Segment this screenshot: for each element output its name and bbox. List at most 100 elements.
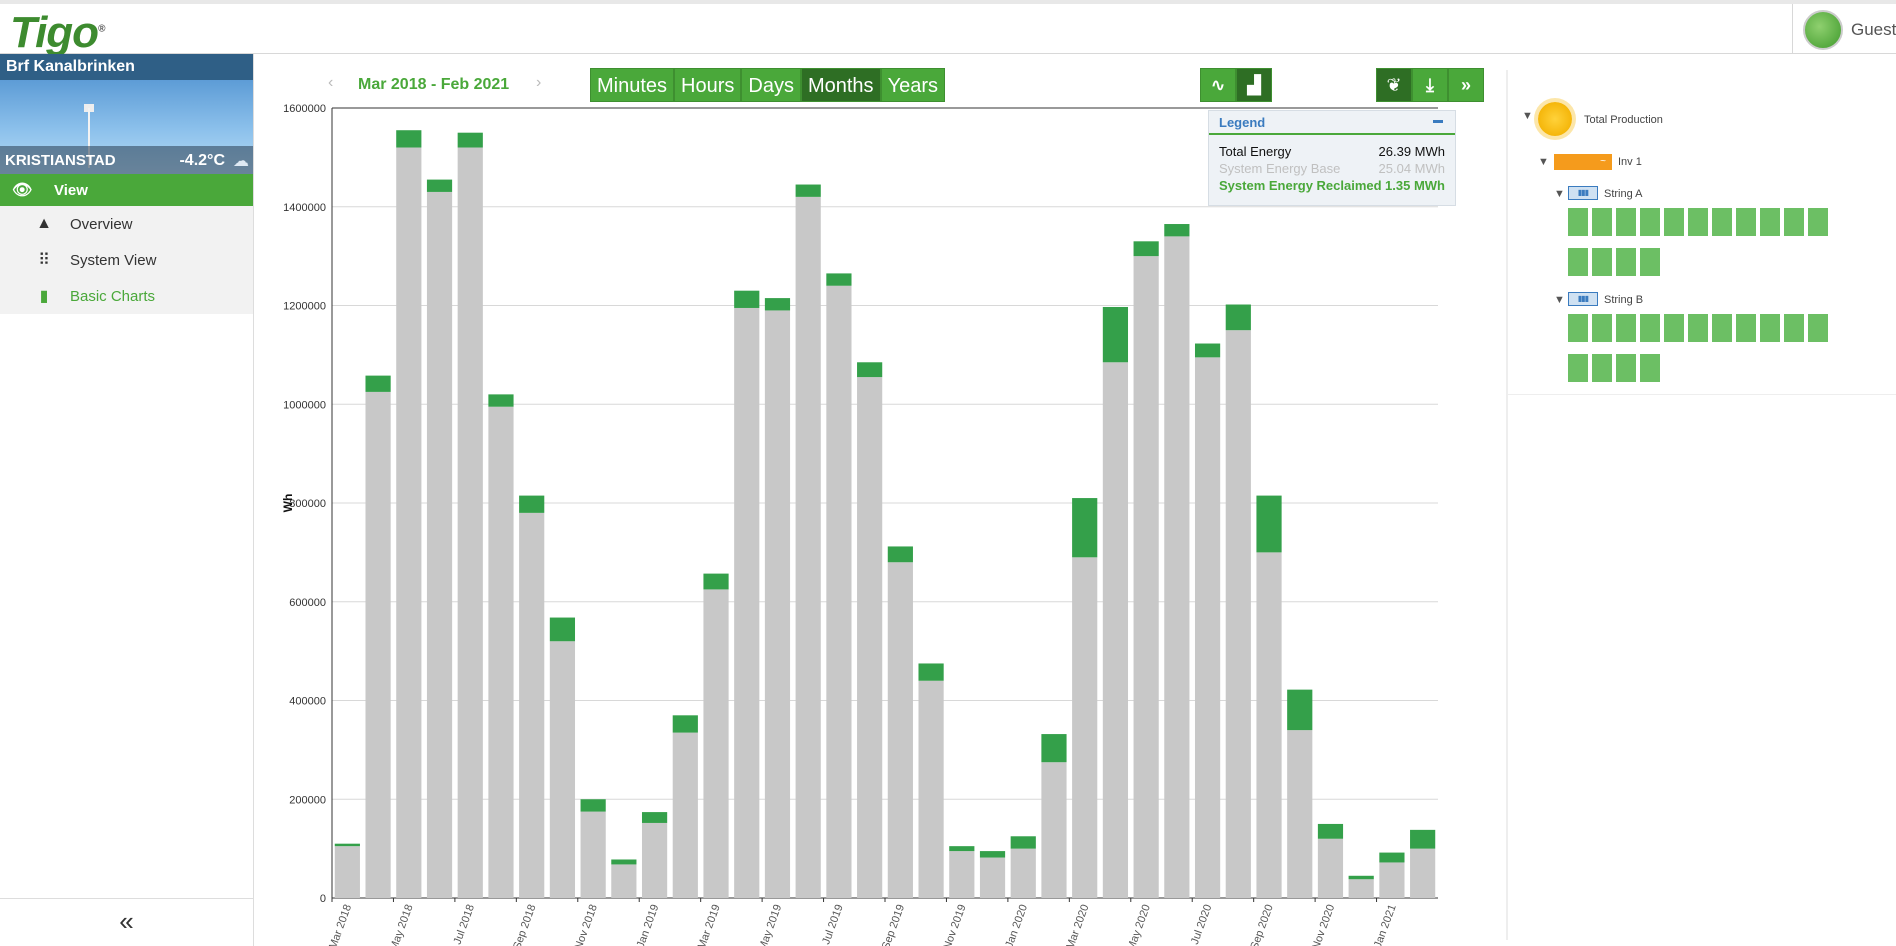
module-tile[interactable] [1616, 314, 1636, 342]
expand-triangle-icon[interactable]: ▼ [1522, 110, 1533, 122]
legend-row-base[interactable]: System Energy Base 25.04 MWh [1209, 160, 1455, 177]
module-tile[interactable] [1736, 314, 1756, 342]
module-tile[interactable] [1664, 208, 1684, 236]
bar-base [1379, 862, 1405, 898]
legend-row-reclaimed[interactable]: System Energy Reclaimed 1.35 MWh [1209, 177, 1455, 194]
module-tile[interactable] [1592, 314, 1612, 342]
next-period-icon[interactable]: › [536, 74, 542, 91]
bar-reclaimed [703, 573, 729, 590]
module-tile[interactable] [1664, 314, 1684, 342]
module-tile[interactable] [1616, 248, 1636, 276]
expand-triangle-icon[interactable]: ▼ [1554, 188, 1565, 200]
sidebar-item-overview[interactable]: ▲ Overview [0, 206, 253, 242]
x-tick-label: Jan 2021 [1372, 903, 1399, 946]
bar-reclaimed [365, 375, 391, 392]
bar-base [1317, 838, 1344, 898]
expand-triangle-icon[interactable]: ▼ [1538, 156, 1549, 168]
tab-minutes[interactable]: Minutes [590, 68, 675, 102]
double-chevron-right-icon: » [1460, 75, 1471, 95]
module-tile[interactable] [1640, 314, 1660, 342]
bar-reclaimed [641, 812, 668, 823]
bar-reclaimed [857, 362, 883, 378]
collapse-sidebar-button[interactable]: « [0, 898, 253, 946]
top-bar: Tigo® Guest [0, 0, 1896, 57]
line-chart-button[interactable]: ∿ [1200, 68, 1236, 102]
legend-label: Total Energy [1219, 144, 1292, 159]
module-tile[interactable] [1760, 208, 1780, 236]
module-tile[interactable] [1640, 208, 1660, 236]
module-tile[interactable] [1688, 314, 1708, 342]
bar-chart-button[interactable]: ▟ [1236, 68, 1272, 102]
bar-reclaimed [611, 859, 637, 865]
tab-years[interactable]: Years [880, 68, 945, 102]
x-tick-label: May 2020 [1125, 903, 1153, 946]
bar-reclaimed [1010, 836, 1036, 849]
module-tile[interactable] [1760, 314, 1780, 342]
download-button[interactable]: ⤓ [1412, 68, 1448, 102]
module-tile[interactable] [1568, 248, 1588, 276]
bar-reclaimed [1133, 241, 1159, 257]
bar-base [426, 191, 453, 898]
legend-row-total[interactable]: Total Energy 26.39 MWh [1209, 143, 1455, 160]
bar-reclaimed [887, 546, 913, 563]
x-tick-label: Jul 2020 [1189, 903, 1215, 946]
module-tile[interactable] [1640, 354, 1660, 382]
bar-base [1010, 848, 1036, 898]
tab-days[interactable]: Days [741, 68, 801, 102]
expand-button[interactable]: » [1448, 68, 1484, 102]
bar-base [1287, 730, 1313, 898]
x-tick-label: May 2019 [756, 903, 784, 946]
legend-box: Legend Total Energy 26.39 MWh System Ene… [1208, 110, 1456, 206]
bar-base [1225, 330, 1251, 898]
string-b-label[interactable]: String B [1604, 294, 1644, 306]
bar-base [826, 285, 852, 898]
x-tick-label: Mar 2019 [696, 903, 723, 946]
expand-triangle-icon[interactable]: ▼ [1554, 294, 1565, 306]
string-a-label[interactable]: String A [1604, 188, 1643, 200]
module-tile[interactable] [1640, 248, 1660, 276]
tigo-logo[interactable]: Tigo® [10, 8, 106, 58]
legend-collapse-icon[interactable] [1433, 120, 1443, 123]
bar-chart-icon: ▮ [39, 288, 49, 305]
module-tile[interactable] [1568, 354, 1588, 382]
nav-view-header[interactable]: 👁 View [0, 174, 253, 206]
module-tile[interactable] [1568, 314, 1588, 342]
module-tile[interactable] [1784, 314, 1804, 342]
module-tile[interactable] [1592, 354, 1612, 382]
module-tile[interactable] [1712, 208, 1732, 236]
tab-hours[interactable]: Hours [674, 68, 742, 102]
previous-period-icon[interactable]: ‹ [328, 74, 334, 91]
module-tile[interactable] [1592, 248, 1612, 276]
module-tile[interactable] [1592, 208, 1612, 236]
site-temperature: -4.2°C [179, 152, 225, 169]
total-production-label[interactable]: Total Production [1584, 114, 1663, 126]
y-tick-label: 400000 [289, 696, 326, 708]
leaf-button[interactable]: ❦ [1376, 68, 1412, 102]
y-tick-label: 800000 [289, 498, 326, 510]
bar-base [672, 732, 698, 898]
module-tile[interactable] [1808, 208, 1828, 236]
sidebar-item-system-view[interactable]: ⠿ System View [0, 242, 253, 278]
module-tile[interactable] [1616, 208, 1636, 236]
bar-base [1072, 557, 1098, 898]
module-tile[interactable] [1712, 314, 1732, 342]
module-tile[interactable] [1784, 208, 1804, 236]
y-tick-label: 200000 [289, 794, 326, 806]
bar-base [887, 562, 913, 898]
bar-reclaimed [1072, 498, 1098, 558]
user-menu[interactable]: Guest [1792, 4, 1896, 54]
module-tile[interactable] [1808, 314, 1828, 342]
module-tile[interactable] [1736, 208, 1756, 236]
y-tick-label: 600000 [289, 597, 326, 609]
tab-months[interactable]: Months [800, 68, 881, 102]
inverter-label[interactable]: Inv 1 [1618, 156, 1642, 168]
bar-reclaimed [918, 663, 944, 681]
eye-icon: 👁 [12, 182, 33, 199]
module-tile[interactable] [1688, 208, 1708, 236]
grid-icon: ⠿ [38, 252, 50, 269]
module-tile[interactable] [1616, 354, 1636, 382]
sidebar-item-basic-charts[interactable]: ▮ Basic Charts [0, 278, 253, 314]
x-tick-label: Sep 2019 [880, 903, 907, 946]
x-tick-label: Sep 2020 [1248, 903, 1275, 946]
module-tile[interactable] [1568, 208, 1588, 236]
